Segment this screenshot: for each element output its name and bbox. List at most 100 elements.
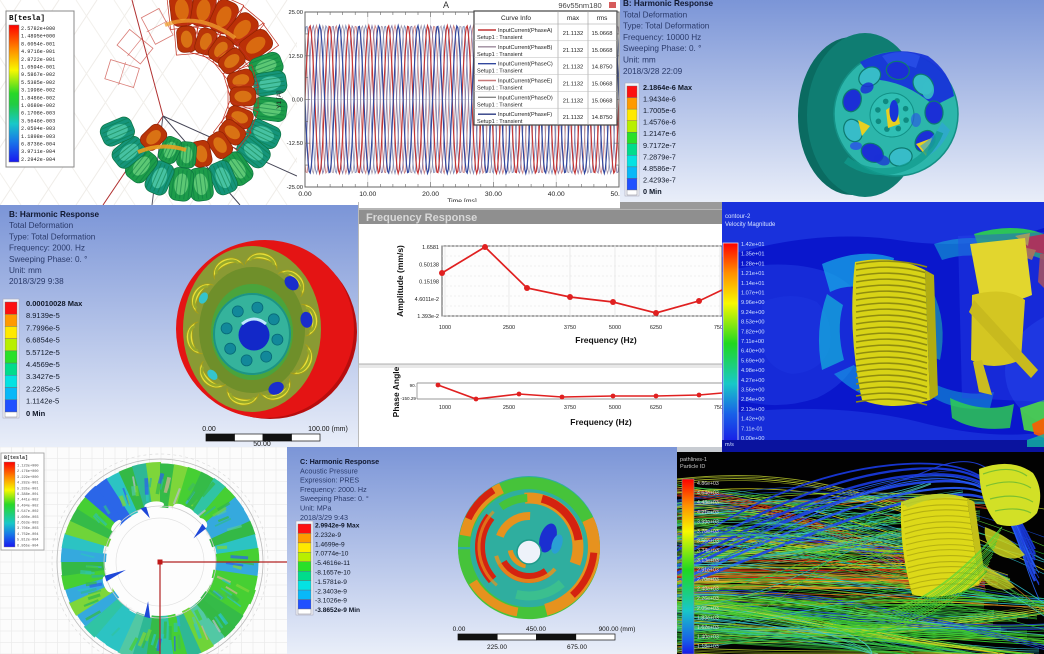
svg-text:Type: Total Deformation: Type: Total Deformation [623,22,710,31]
svg-text:Acoustic Pressure: Acoustic Pressure [300,466,358,475]
svg-text:5.5712e-5: 5.5712e-5 [26,348,60,357]
svg-text:0 Min: 0 Min [26,409,46,418]
svg-text:7.82e+00: 7.82e+00 [741,329,765,335]
svg-text:6250: 6250 [650,405,662,411]
svg-text:2018/3/29 9:38: 2018/3/29 9:38 [9,277,64,286]
svg-text:contour-2: contour-2 [725,214,751,220]
svg-text:B: Harmonic Response: B: Harmonic Response [623,0,714,8]
svg-text:1.0680e-002: 1.0680e-002 [21,103,55,109]
svg-text:2.05e+03: 2.05e+03 [697,606,719,612]
svg-text:Frequency Response: Frequency Response [366,212,477,224]
svg-text:Sweeping Phase: 0. °: Sweeping Phase: 0. ° [300,494,369,503]
svg-text:Phase Angle: Phase Angle [391,366,401,417]
svg-text:1.42e+01: 1.42e+01 [741,242,765,248]
svg-text:B: Harmonic Response: B: Harmonic Response [9,210,100,219]
svg-text:-8.1657e-10: -8.1657e-10 [315,570,351,577]
svg-text:Unit: mm: Unit: mm [623,56,656,65]
svg-text:4.4569e-5: 4.4569e-5 [26,360,60,369]
svg-text:5.69e+00: 5.69e+00 [741,358,765,364]
svg-text:1.42e+00: 1.42e+00 [741,417,765,423]
svg-text:4.8586e-7: 4.8586e-7 [643,164,676,173]
svg-text:Setup1 : Transient: Setup1 : Transient [477,35,523,41]
svg-text:7.7996e-5: 7.7996e-5 [26,323,60,332]
svg-text:Frequency: 2000. Hz: Frequency: 2000. Hz [9,244,85,253]
svg-text:rms: rms [597,15,609,22]
svg-text:7500: 7500 [714,405,723,411]
svg-text:3.5646e-003: 3.5646e-003 [21,118,55,124]
svg-text:1.35e+01: 1.35e+01 [741,252,765,258]
svg-text:C: Harmonic Response: C: Harmonic Response [300,457,379,466]
svg-text:3.56e+03: 3.56e+03 [697,539,719,545]
svg-text:21.1132: 21.1132 [563,98,584,104]
svg-text:1.393e-2: 1.393e-2 [417,314,439,320]
svg-text:2.9942e-9 Max: 2.9942e-9 Max [315,523,360,530]
svg-text:14.8750: 14.8750 [592,65,613,71]
svg-text:4.6011e-2: 4.6011e-2 [415,297,439,303]
svg-text:B[tesla]: B[tesla] [4,455,28,461]
svg-text:1.9434e-6: 1.9434e-6 [643,95,676,104]
svg-text:4.43e+03: 4.43e+03 [697,500,719,506]
svg-text:20.00: 20.00 [422,191,439,198]
svg-text:1.6581: 1.6581 [422,245,439,251]
svg-text:1.40e+03: 1.40e+03 [697,635,719,641]
svg-text:2.91e+03: 2.91e+03 [697,567,719,573]
svg-text:m/s: m/s [725,442,734,447]
svg-text:2.176e+000: 2.176e+000 [17,470,39,474]
svg-text:5000: 5000 [609,325,621,331]
svg-text:1.07e+01: 1.07e+01 [741,291,765,297]
svg-text:9.7172e-7: 9.7172e-7 [643,141,676,150]
svg-text:4.86e+03: 4.86e+03 [697,481,719,487]
svg-text:1.2147e-6: 1.2147e-6 [643,129,676,138]
svg-text:1.600e-003: 1.600e-003 [17,516,39,520]
svg-text:7.441e-002: 7.441e-002 [17,499,39,503]
svg-text:50.00: 50.00 [610,191,620,198]
svg-text:-25.00: -25.00 [287,185,303,191]
svg-text:0.00: 0.00 [453,626,466,633]
svg-text:Setup1 : Transient: Setup1 : Transient [477,52,523,58]
svg-text:30.00: 30.00 [485,191,502,198]
svg-text:4.282e-001: 4.282e-001 [17,482,39,486]
svg-text:InputCurrent(PhaseA): InputCurrent(PhaseA) [498,28,553,34]
svg-text:1.4576e-6: 1.4576e-6 [643,118,676,127]
svg-text:8.9139e-5: 8.9139e-5 [26,311,60,320]
svg-text:Setup1 : Transient: Setup1 : Transient [477,119,523,125]
svg-text:Unit: mm: Unit: mm [9,266,42,275]
svg-text:1.1898e-003: 1.1898e-003 [21,134,55,140]
svg-text:2500: 2500 [503,405,515,411]
svg-text:5.335e-001: 5.335e-001 [17,487,39,491]
svg-text:1.14e+01: 1.14e+01 [741,281,765,287]
svg-text:1.18e+03: 1.18e+03 [697,644,719,650]
svg-text:15.0668: 15.0668 [592,48,613,54]
svg-text:25.00: 25.00 [288,10,303,16]
svg-text:15.0668: 15.0668 [592,98,613,104]
svg-text:2018/3/29 9:43: 2018/3/29 9:43 [300,513,348,522]
svg-text:InputCurrent(PhaseF): InputCurrent(PhaseF) [498,112,552,118]
svg-text:7.11e-01: 7.11e-01 [741,426,763,432]
svg-text:4.759e-004: 4.759e-004 [17,533,39,537]
svg-text:2.1864e-6 Max: 2.1864e-6 Max [643,83,692,92]
svg-text:2.26e+03: 2.26e+03 [697,596,719,602]
svg-text:3.1998e-002: 3.1998e-002 [21,88,55,94]
svg-text:4.27e+00: 4.27e+00 [741,378,765,384]
svg-text:Sweeping Phase: 0. °: Sweeping Phase: 0. ° [9,255,87,264]
svg-text:0.00: 0.00 [202,426,216,433]
svg-text:Total Deformation: Total Deformation [9,221,74,230]
svg-text:3750: 3750 [564,405,576,411]
svg-text:Amplitude (mm/s): Amplitude (mm/s) [395,245,405,317]
svg-text:0.00010028 Max: 0.00010028 Max [26,299,83,308]
svg-text:15.0668: 15.0668 [592,82,613,88]
svg-text:4.9716e-001: 4.9716e-001 [21,49,55,55]
svg-text:1.28e+01: 1.28e+01 [741,261,765,267]
svg-text:1.6594e-001: 1.6594e-001 [21,65,55,71]
svg-text:21.1132: 21.1132 [563,65,584,71]
svg-text:Curve Info: Curve Info [501,15,531,22]
svg-text:6.388e-001: 6.388e-001 [17,493,39,497]
svg-text:1.4895e+000: 1.4895e+000 [21,34,55,40]
svg-text:-1.5781e-9: -1.5781e-9 [315,579,347,586]
svg-text:96v55nm180: 96v55nm180 [558,1,601,10]
svg-text:InputCurrent(PhaseD): InputCurrent(PhaseD) [498,95,553,101]
svg-text:50.00: 50.00 [253,441,271,447]
svg-text:1.1142e-5: 1.1142e-5 [26,397,59,406]
svg-text:Total Deformation: Total Deformation [623,10,688,19]
svg-text:12.50: 12.50 [288,54,303,60]
